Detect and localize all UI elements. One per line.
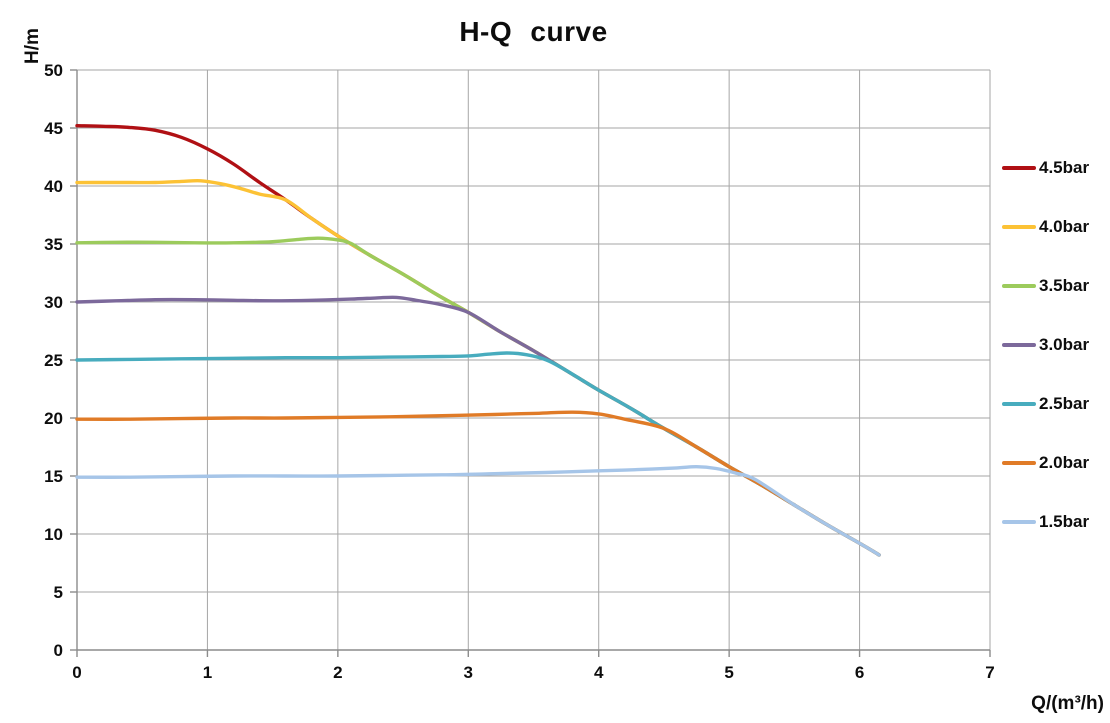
x-tick-label: 2 xyxy=(333,663,342,682)
legend-item-4.5bar: 4.5bar xyxy=(1002,158,1089,178)
series-line-3.0bar xyxy=(75,295,881,557)
x-tick-label: 5 xyxy=(724,663,733,682)
y-tick-label: 5 xyxy=(54,583,63,602)
legend-swatch-4.0bar xyxy=(1002,225,1036,229)
legend-swatch-3.0bar xyxy=(1002,343,1036,347)
legend-label: 3.0bar xyxy=(1039,335,1090,354)
legend-item-1.5bar: 1.5bar xyxy=(1002,512,1089,532)
legend-swatch-3.5bar xyxy=(1002,284,1036,288)
legend-swatch-1.5bar xyxy=(1002,520,1036,524)
legend-item-3.0bar: 3.0bar xyxy=(1002,335,1089,355)
legend-item-2.5bar: 2.5bar xyxy=(1002,394,1089,414)
legend-label: 1.5bar xyxy=(1039,512,1090,531)
legend-label: 4.0bar xyxy=(1039,217,1090,236)
series-line-4.5bar xyxy=(75,123,881,557)
y-tick-label: 25 xyxy=(44,351,63,370)
legend-item-4.0bar: 4.0bar xyxy=(1002,217,1089,237)
y-tick-label: 15 xyxy=(44,467,63,486)
legend-item-3.5bar: 3.5bar xyxy=(1002,276,1089,296)
y-tick-label: 20 xyxy=(44,409,63,428)
chart-title: H-Q curve xyxy=(459,16,608,47)
legend-swatch-2.0bar xyxy=(1002,461,1036,465)
x-axis-label: Q/(m³/h) xyxy=(1031,693,1104,714)
legend-swatch-4.5bar xyxy=(1002,166,1036,170)
y-tick-label: 10 xyxy=(44,525,63,544)
y-tick-label: 30 xyxy=(44,293,63,312)
y-tick-label: 40 xyxy=(44,177,63,196)
legend-label: 4.5bar xyxy=(1039,158,1090,177)
legend-label: 3.5bar xyxy=(1039,276,1090,295)
series-line-2.5bar xyxy=(75,351,881,557)
series-line-3.5bar xyxy=(75,236,881,557)
x-tick-label: 4 xyxy=(594,663,604,682)
x-tick-label: 0 xyxy=(72,663,81,682)
x-tick-label: 7 xyxy=(985,663,994,682)
legend-label: 2.5bar xyxy=(1039,394,1090,413)
series-line-1.5bar xyxy=(75,464,881,557)
y-tick-label: 45 xyxy=(44,119,63,138)
y-tick-label: 0 xyxy=(54,641,63,660)
legend-item-2.0bar: 2.0bar xyxy=(1002,453,1089,473)
legend-label: 2.0bar xyxy=(1039,453,1090,472)
x-tick-label: 3 xyxy=(464,663,473,682)
legend-swatch-2.5bar xyxy=(1002,402,1036,406)
x-tick-label: 1 xyxy=(203,663,212,682)
y-tick-label: 50 xyxy=(44,61,63,80)
y-tick-label: 35 xyxy=(44,235,63,254)
x-tick-label: 6 xyxy=(855,663,864,682)
series-line-4.0bar xyxy=(75,178,881,557)
